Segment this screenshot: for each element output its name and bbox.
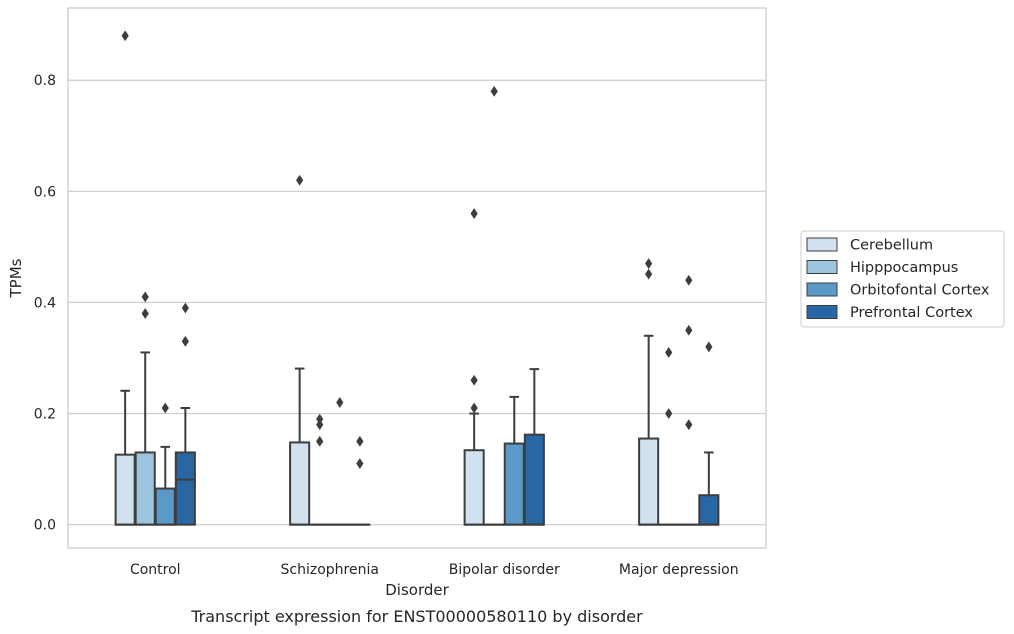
outlier-point: [161, 402, 169, 414]
chart-caption: Transcript expression for ENST0000058011…: [190, 607, 643, 626]
y-tick-label: 0.4: [34, 295, 56, 311]
box-orbitofontal-cortex: [154, 402, 176, 526]
outlier-point: [181, 302, 189, 314]
outlier-point: [685, 274, 693, 286]
box-prefrontal-cortex: [174, 302, 196, 526]
plot-area-frame: [67, 7, 767, 549]
legend-swatch: [806, 282, 838, 297]
y-tick-label: 0.0: [34, 518, 56, 534]
box-rect: [638, 437, 660, 526]
outlier-point: [356, 458, 364, 469]
outlier-point: [685, 419, 693, 431]
y-tick-label: 0.6: [34, 184, 56, 200]
box-orbitofontal-cortex: [503, 395, 525, 526]
box-rect: [463, 449, 485, 526]
outlier-point: [470, 374, 478, 386]
outlier-point: [665, 408, 673, 419]
legend-label: Cerebellum: [850, 238, 933, 254]
outlier-point: [141, 308, 149, 319]
box-hipppocampus: [309, 413, 331, 526]
legend-frame: [800, 230, 1005, 328]
outlier-point: [705, 341, 713, 353]
outlier-point: [296, 174, 304, 186]
box-rect: [154, 487, 176, 526]
box-hipppocampus: [134, 291, 156, 526]
box-rect: [134, 451, 156, 526]
legend-label: Hipppocampus: [850, 260, 958, 276]
x-tick-label: Control: [130, 562, 181, 578]
outlier-point: [141, 291, 149, 303]
box-rect: [289, 441, 311, 526]
y-axis-label: TPMs: [7, 258, 25, 298]
outlier-point: [645, 258, 653, 269]
outlier-point: [490, 85, 498, 97]
outlier-point: [316, 419, 324, 431]
box-orbitofontal-cortex: [329, 397, 351, 526]
box-rect: [523, 433, 545, 526]
outlier-point: [181, 335, 189, 347]
x-tick-label: Major depression: [619, 562, 739, 578]
legend-swatch: [806, 260, 838, 274]
outlier-point: [645, 268, 653, 280]
legend-label: Orbitofontal Cortex: [850, 283, 990, 299]
gridlines: [68, 79, 766, 526]
outlier-point: [470, 208, 478, 219]
y-axis-ticks: 0.0 0.2 0.4 0.6 0.8: [34, 73, 56, 533]
y-tick-label: 0.2: [34, 407, 56, 423]
box-prefrontal-cortex: [523, 368, 545, 526]
x-tick-label: Bipolar disorder: [449, 562, 560, 578]
box-rect: [503, 442, 525, 526]
y-tick-label: 0.8: [34, 73, 56, 89]
box-rect: [174, 451, 196, 526]
box-cerebellum: [289, 174, 311, 526]
box-rect: [698, 494, 720, 526]
box-cerebellum: [114, 30, 136, 526]
x-axis-label: Disorder: [385, 581, 449, 599]
outlier-point: [316, 413, 324, 425]
outlier-point: [121, 30, 129, 42]
x-axis-ticks: Control Schizophrenia Bipolar disorder Majo…: [130, 562, 739, 578]
box-prefrontal-cortex: [698, 341, 720, 526]
outlier-point: [665, 347, 673, 358]
outlier-point: [685, 324, 693, 336]
legend-swatch: [806, 305, 838, 319]
box-rect: [114, 453, 136, 526]
boxes: [114, 30, 720, 526]
legend-label: Prefrontal Cortex: [850, 305, 973, 321]
box-cerebellum: [638, 258, 660, 526]
legend: Cerebellum Hipppocampus Orbitofontal Corte…: [800, 230, 1005, 328]
box-hipppocampus: [658, 347, 680, 526]
outlier-point: [336, 397, 344, 408]
outlier-point: [316, 435, 324, 447]
legend-swatch: [806, 237, 838, 252]
x-tick-label: Schizophrenia: [281, 562, 379, 578]
box-orbitofontal-cortex: [678, 274, 700, 526]
box-prefrontal-cortex: [349, 435, 371, 526]
box-cerebellum: [463, 208, 485, 526]
outlier-point: [470, 402, 478, 414]
box-hipppocampus: [483, 85, 505, 526]
outlier-point: [356, 435, 364, 447]
